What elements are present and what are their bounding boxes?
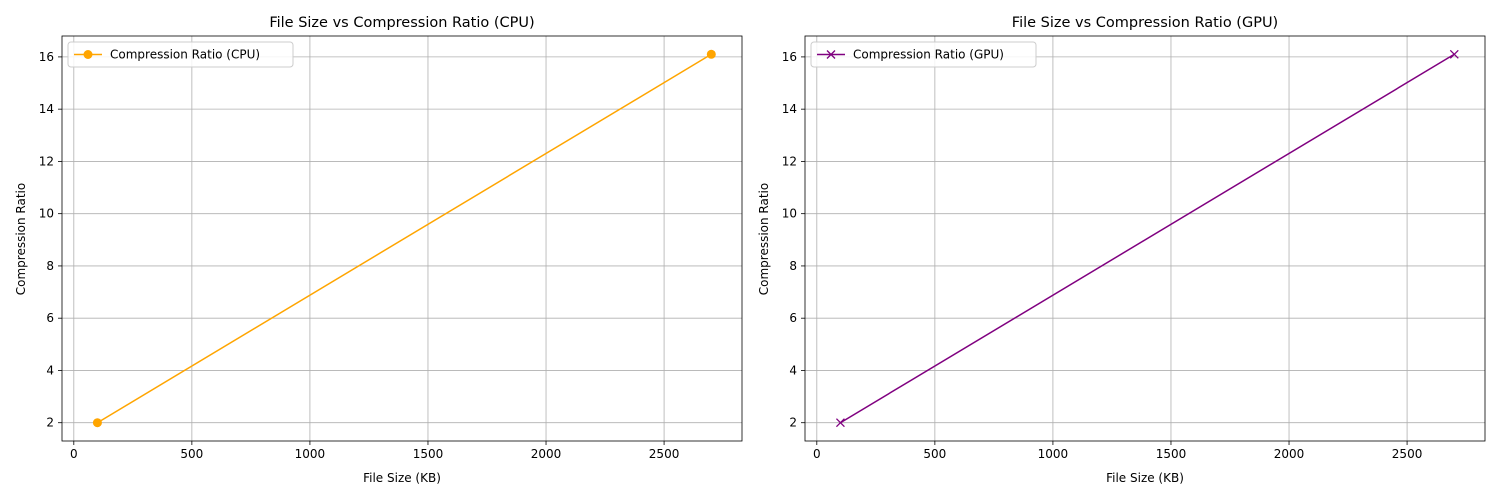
plot-frame xyxy=(61,35,743,442)
x-tick-label: 2000 xyxy=(1274,447,1305,461)
data-point-stroke xyxy=(1449,49,1459,59)
data-point xyxy=(1449,49,1459,59)
x-tick-label: 2500 xyxy=(649,447,680,461)
legend-marker xyxy=(83,50,93,59)
legend-label: Compression Ratio (GPU) xyxy=(853,48,1004,62)
y-tick-label: 2 xyxy=(789,416,797,430)
plot-frame xyxy=(804,35,1486,442)
cpu-chart: File Size vs Compression Ratio (CPU) Fil… xyxy=(14,15,743,485)
x-tick-label: 1500 xyxy=(1156,447,1187,461)
x-tick-label: 2500 xyxy=(1392,447,1423,461)
x-tick-label: 1000 xyxy=(1038,447,1069,461)
y-tick-label: 6 xyxy=(46,311,54,325)
x-tick-label: 500 xyxy=(923,447,946,461)
legend-label: Compression Ratio (CPU) xyxy=(110,48,260,62)
data-point xyxy=(835,418,845,428)
x-tick-label: 0 xyxy=(70,447,78,461)
data-point-stroke xyxy=(835,418,845,428)
chart-title: File Size vs Compression Ratio (CPU) xyxy=(269,15,534,31)
y-tick-label: 12 xyxy=(39,154,54,168)
legend: Compression Ratio (GPU) xyxy=(810,41,1037,68)
y-axis-label: Compression Ratio xyxy=(757,183,771,296)
legend-marker xyxy=(826,50,836,59)
y-tick-label: 4 xyxy=(46,363,54,377)
data-point xyxy=(706,49,716,59)
y-tick-label: 4 xyxy=(789,363,797,377)
y-axis-label: Compression Ratio xyxy=(14,183,28,296)
y-tick-label: 2 xyxy=(46,416,54,430)
y-tick-label: 14 xyxy=(39,102,54,116)
x-tick-label: 1000 xyxy=(295,447,326,461)
y-tick-label: 14 xyxy=(782,102,797,116)
chart-title: File Size vs Compression Ratio (GPU) xyxy=(1012,15,1278,31)
y-tick-label: 8 xyxy=(46,259,54,273)
x-axis-label: File Size (KB) xyxy=(363,471,441,485)
x-tick-label: 2000 xyxy=(531,447,562,461)
legend: Compression Ratio (CPU) xyxy=(67,41,294,68)
y-tick-label: 12 xyxy=(782,154,797,168)
legend-box xyxy=(67,41,294,68)
y-tick-label: 10 xyxy=(782,207,797,221)
y-tick-label: 16 xyxy=(782,50,797,64)
series-line xyxy=(97,53,712,424)
legend-box xyxy=(810,41,1037,68)
x-axis-label: File Size (KB) xyxy=(1106,471,1184,485)
series-line xyxy=(840,53,1455,424)
y-tick-label: 6 xyxy=(789,311,797,325)
x-tick-label: 1500 xyxy=(413,447,444,461)
y-tick-label: 16 xyxy=(39,50,54,64)
x-tick-label: 0 xyxy=(813,447,821,461)
y-tick-label: 10 xyxy=(39,207,54,221)
data-point xyxy=(92,418,102,428)
gpu-chart: File Size vs Compression Ratio (GPU) Fil… xyxy=(757,15,1486,485)
y-tick-label: 8 xyxy=(789,259,797,273)
x-tick-label: 500 xyxy=(180,447,203,461)
